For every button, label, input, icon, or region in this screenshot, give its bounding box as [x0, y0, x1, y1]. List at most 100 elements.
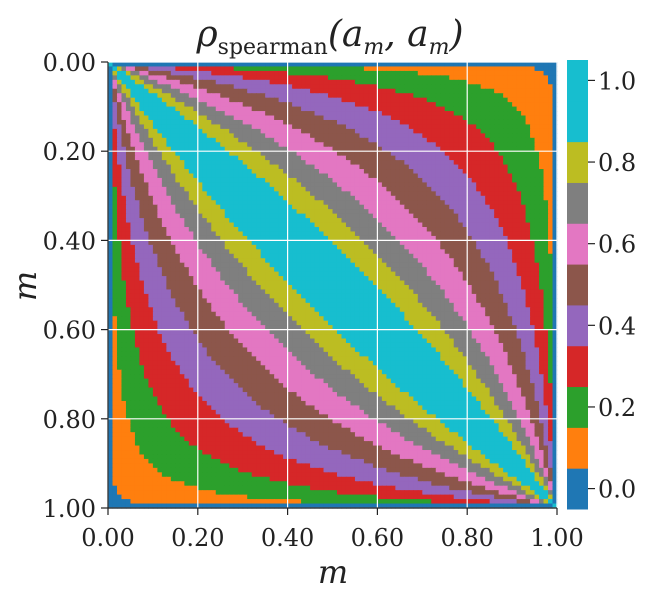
- heatmap-cell: [404, 240, 410, 246]
- heatmap-cell: [301, 258, 307, 264]
- heatmap-cell: [381, 142, 387, 148]
- heatmap-cell: [260, 191, 266, 197]
- heatmap-cell: [152, 271, 158, 277]
- heatmap-cell: [323, 102, 329, 108]
- heatmap-cell: [328, 204, 334, 210]
- heatmap-cell: [152, 75, 158, 81]
- heatmap-cell: [350, 186, 356, 192]
- heatmap-cell: [121, 102, 127, 108]
- heatmap-cell: [287, 62, 293, 68]
- heatmap-cell: [269, 209, 275, 215]
- heatmap-cell: [108, 75, 114, 81]
- heatmap-cell: [359, 204, 365, 210]
- heatmap-cell: [197, 200, 203, 206]
- heatmap-cell: [341, 222, 347, 228]
- heatmap-cell: [381, 267, 387, 273]
- heatmap-cell: [530, 231, 536, 237]
- heatmap-cell: [552, 79, 558, 85]
- heatmap-cell: [552, 115, 558, 121]
- heatmap-cell: [543, 93, 549, 99]
- heatmap-cell: [462, 142, 468, 148]
- heatmap-cell: [274, 75, 280, 81]
- heatmap-cell: [426, 169, 432, 175]
- heatmap-cell: [503, 133, 509, 139]
- heatmap-cell: [458, 151, 464, 157]
- heatmap-cell: [449, 111, 455, 117]
- heatmap-cell: [247, 133, 253, 139]
- heatmap-cell: [247, 84, 253, 90]
- heatmap-cell: [350, 79, 356, 85]
- heatmap-cell: [238, 97, 244, 103]
- heatmap-cell: [377, 276, 383, 282]
- heatmap-cell: [179, 173, 185, 179]
- heatmap-cell: [507, 70, 513, 76]
- heatmap-cell: [323, 235, 329, 241]
- heatmap-cell: [413, 262, 419, 268]
- heatmap-cell: [530, 79, 536, 85]
- heatmap-cell: [494, 240, 500, 246]
- heatmap-cell: [476, 97, 482, 103]
- heatmap-cell: [224, 142, 230, 148]
- heatmap-cell: [184, 186, 190, 192]
- heatmap-cell: [260, 93, 266, 99]
- heatmap-cell: [148, 204, 154, 210]
- heatmap-cell: [287, 124, 293, 130]
- heatmap-cell: [287, 146, 293, 152]
- heatmap-cell: [175, 119, 181, 126]
- heatmap-cell: [170, 262, 176, 268]
- heatmap-cell: [296, 160, 302, 166]
- heatmap-cell: [108, 186, 114, 192]
- heatmap-cell: [188, 84, 194, 90]
- heatmap-cell: [539, 62, 545, 68]
- heatmap-cell: [229, 235, 235, 241]
- heatmap-cell: [287, 186, 293, 192]
- heatmap-cell: [435, 66, 441, 72]
- heatmap-cell: [152, 235, 158, 241]
- heatmap-cell: [494, 222, 500, 228]
- heatmap-cell: [471, 253, 477, 259]
- heatmap-cell: [426, 111, 432, 117]
- heatmap-cell: [215, 213, 221, 219]
- heatmap-cell: [503, 240, 509, 246]
- heatmap-cell: [363, 84, 370, 90]
- heatmap-cell: [152, 249, 158, 255]
- heatmap-cell: [485, 160, 491, 166]
- heatmap-cell: [233, 213, 239, 219]
- heatmap-cell: [480, 186, 486, 192]
- heatmap-cell: [211, 142, 217, 148]
- heatmap-cell: [256, 137, 262, 143]
- heatmap-cell: [278, 79, 284, 85]
- heatmap-cell: [471, 115, 477, 121]
- heatmap-cell: [341, 249, 347, 255]
- heatmap-cell: [238, 151, 244, 157]
- heatmap-cell: [170, 276, 176, 282]
- heatmap-cell: [161, 66, 167, 72]
- heatmap-cell: [251, 75, 257, 81]
- heatmap-cell: [381, 93, 387, 99]
- heatmap-cell: [125, 102, 132, 108]
- heatmap-cell: [184, 280, 190, 286]
- heatmap-cell: [301, 169, 307, 175]
- heatmap-cell: [363, 164, 370, 170]
- heatmap-cell: [548, 133, 554, 139]
- heatmap-cell: [368, 222, 374, 228]
- heatmap-cell: [435, 128, 441, 134]
- heatmap-cell: [143, 164, 150, 170]
- heatmap-cell: [422, 222, 428, 228]
- heatmap-cell: [238, 84, 244, 90]
- heatmap-cell: [381, 200, 387, 206]
- heatmap-cell: [413, 258, 419, 264]
- heatmap-cell: [152, 173, 158, 179]
- heatmap-cell: [368, 249, 374, 255]
- heatmap-cell: [426, 106, 432, 112]
- heatmap-cell: [287, 88, 293, 94]
- heatmap-cell: [539, 227, 545, 233]
- heatmap-cell: [498, 137, 504, 143]
- heatmap-cell: [534, 164, 540, 170]
- heatmap-cell: [408, 186, 414, 192]
- heatmap-cell: [134, 142, 141, 148]
- heatmap-cell: [251, 106, 257, 112]
- heatmap-cell: [363, 133, 370, 139]
- heatmap-cell: [381, 164, 387, 170]
- heatmap-cell: [332, 191, 338, 197]
